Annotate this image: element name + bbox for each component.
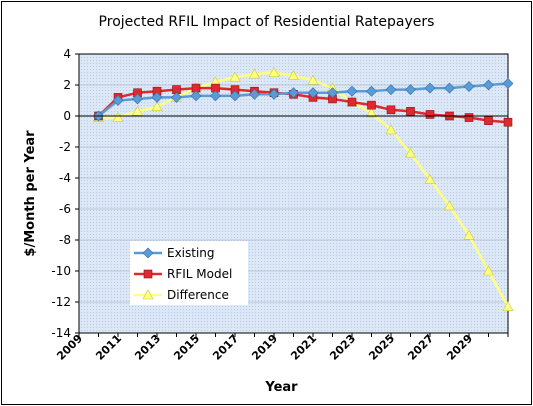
y-tick-label: -4 (59, 171, 71, 185)
point-difference (268, 66, 280, 77)
point-difference (365, 107, 378, 118)
x-tick-label: 2017 (210, 332, 241, 363)
point-existing (366, 85, 377, 97)
legend: Existing RFIL Model Difference (130, 241, 248, 305)
y-tick-label: 2 (63, 78, 71, 92)
series-existing (93, 78, 514, 122)
point-difference (502, 301, 514, 311)
point-difference (229, 71, 241, 82)
x-tick-label: 2023 (327, 332, 358, 363)
point-difference (424, 173, 436, 184)
point-rfil-model (503, 117, 513, 127)
legend-label-rfil-model: RFIL Model (167, 267, 232, 281)
point-existing (502, 78, 514, 89)
legend-marker-rfil-model (143, 269, 153, 279)
y-axis-title: $/Month per Year (23, 130, 38, 257)
point-difference (463, 229, 475, 240)
point-difference (131, 105, 144, 116)
point-existing (249, 88, 260, 100)
point-rfil-model (367, 100, 376, 110)
point-existing (346, 85, 358, 97)
y-tick-label: -10 (51, 264, 71, 278)
point-existing (327, 87, 338, 99)
series-line-rfil-model (97, 86, 509, 124)
legend-label-existing: Existing (167, 246, 215, 260)
y-tick-label: -14 (51, 326, 71, 340)
point-existing (444, 82, 455, 94)
y-tick-label: -8 (59, 233, 71, 247)
point-rfil-model (406, 107, 415, 116)
point-difference (151, 101, 163, 111)
point-existing (385, 84, 397, 96)
legend-label-difference: Difference (167, 288, 229, 302)
y-tick-label: 0 (63, 109, 71, 123)
x-tick-label: 2025 (366, 332, 397, 363)
point-rfil-model (484, 116, 493, 125)
point-difference (482, 265, 495, 276)
point-difference (404, 147, 417, 158)
point-rfil-model (425, 110, 435, 119)
y-tick-label: 4 (63, 47, 71, 61)
series-layer (92, 66, 514, 311)
x-tick-label: 2027 (405, 332, 436, 363)
point-difference (385, 124, 397, 135)
point-difference (248, 68, 261, 79)
point-difference (112, 111, 124, 122)
point-existing (463, 81, 475, 92)
legend-marker-difference (142, 289, 154, 300)
point-existing (229, 90, 241, 102)
point-existing (190, 90, 202, 102)
point-difference (287, 70, 300, 80)
point-existing (405, 84, 416, 96)
point-existing (112, 95, 124, 106)
point-difference (307, 74, 319, 85)
point-rfil-model (386, 105, 396, 115)
x-tick-label: 2015 (171, 332, 202, 363)
x-tick-label: 2011 (93, 332, 124, 363)
y-tick-label: -2 (59, 140, 71, 154)
x-tick-label: 2029 (444, 332, 475, 363)
x-tick-label: 2021 (288, 332, 319, 363)
chart-title: Projected RFIL Impact of Residential Rat… (98, 14, 435, 30)
point-existing (210, 90, 221, 102)
y-tick-label: -6 (59, 202, 71, 216)
series-line-difference (98, 71, 510, 308)
x-axis-title: Year (264, 380, 298, 395)
point-existing (424, 82, 436, 94)
point-existing (171, 91, 182, 103)
point-existing (151, 91, 163, 103)
legend-marker-existing (142, 247, 154, 259)
point-rfil-model (464, 113, 474, 122)
point-existing (268, 88, 280, 100)
x-tick-label: 2019 (249, 332, 280, 363)
series-line-existing (97, 82, 509, 117)
point-existing (483, 79, 494, 91)
y-tick-label: -12 (51, 295, 71, 309)
point-difference (443, 200, 456, 211)
point-existing (288, 87, 299, 99)
point-existing (307, 87, 319, 99)
x-tick-label: 2013 (132, 332, 163, 363)
point-rfil-model (347, 97, 357, 107)
point-existing (132, 93, 143, 105)
